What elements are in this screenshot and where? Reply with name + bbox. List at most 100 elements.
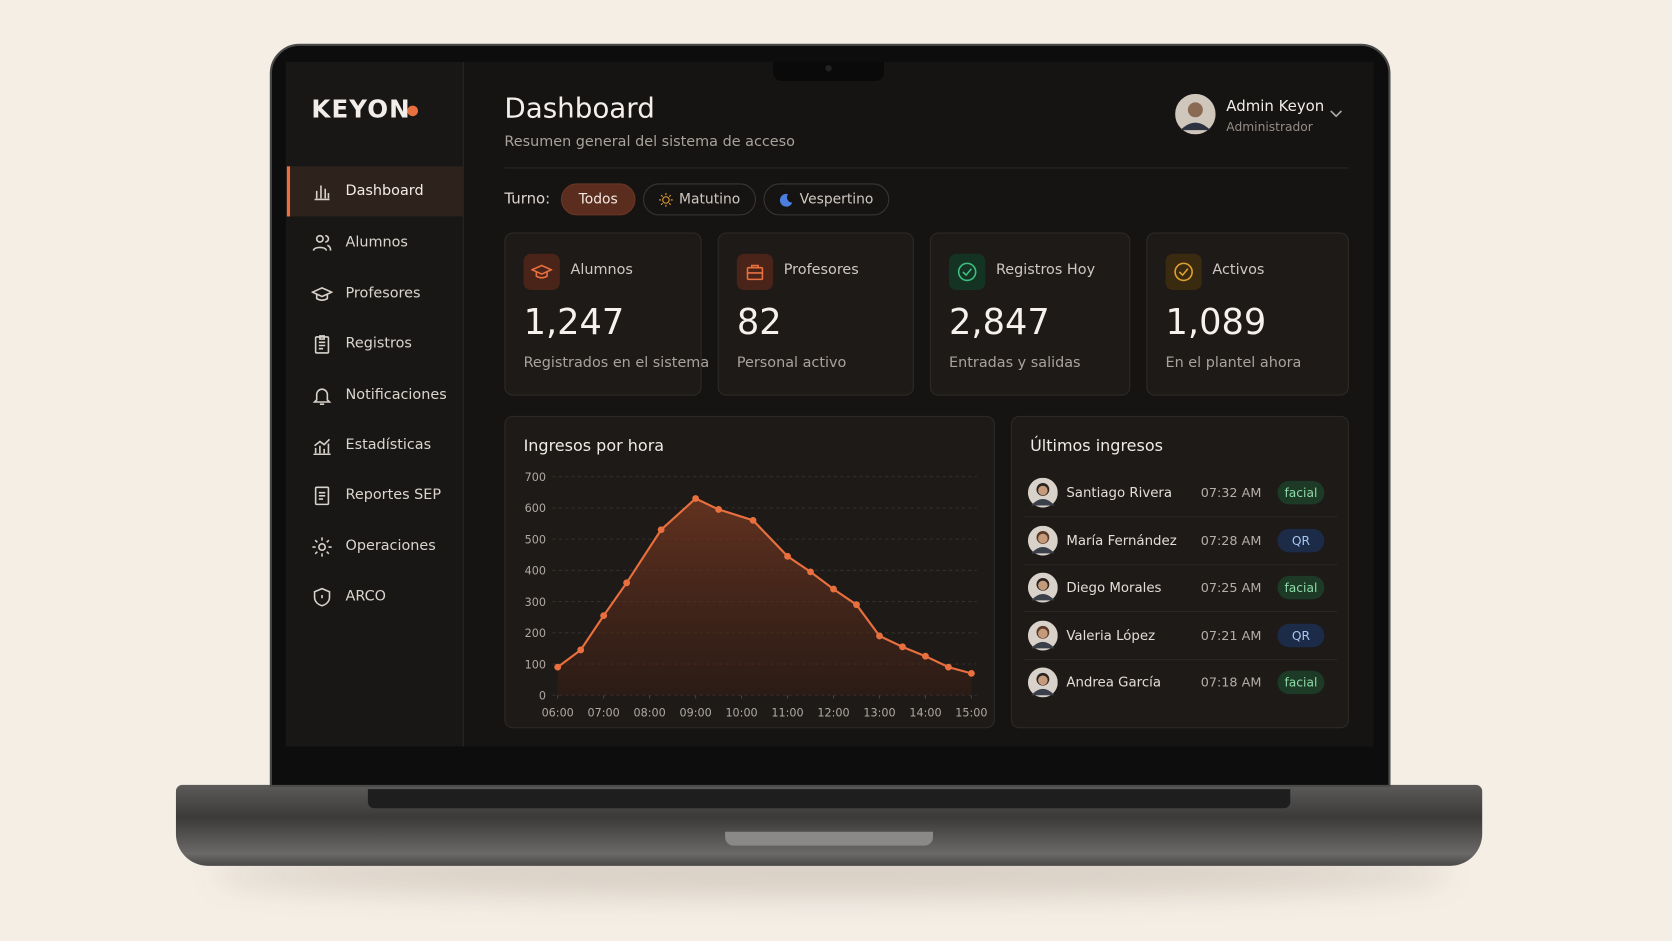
menu-active-bar [286,166,291,217]
user-name[interactable]: Admin Keyon [1226,98,1325,116]
menu-item[interactable]: Notificaciones [345,386,447,404]
row-avatar [1027,525,1058,560]
divider [504,167,1349,169]
row-divider [1023,658,1338,661]
stat-value: 82 [736,300,782,343]
point [945,663,952,671]
badge-text: facial [1284,485,1318,501]
x-tick-label: 15:00 [955,707,987,720]
point [577,646,585,654]
user-avatar[interactable] [1175,93,1216,135]
menu-item[interactable]: Alumnos [345,233,408,251]
point [692,495,700,502]
chart-title: Ingresos por hora [523,436,665,456]
menu-item[interactable]: Registros [345,334,412,352]
y-tick-label: 500 [525,533,546,546]
stat-label: Profesores [783,261,859,279]
row-badge: QR [1277,528,1325,553]
camera-notch [773,61,884,82]
menu-item[interactable]: Operaciones [345,537,436,555]
menu-icon [311,485,332,511]
menu-item[interactable]: Reportes SEP [345,486,442,504]
point [968,669,975,677]
stat-icon [523,253,560,291]
x-tick-label: 12:00 [817,707,849,720]
recent-title: Últimos ingresos [1030,436,1163,456]
x-tick-label: 11:00 [771,707,803,720]
y-tick-label: 300 [525,596,546,609]
row-divider [1023,516,1338,518]
point [784,552,791,560]
point [623,579,631,587]
moon-icon [779,193,793,207]
y-tick-label: 700 [525,471,546,484]
point [807,568,814,576]
stat-icon [949,253,986,291]
menu-item[interactable]: ARCO [345,587,387,605]
avatar [1027,572,1058,603]
row-time: 07:28 AM [1200,533,1262,549]
user-chevron[interactable] [1330,110,1343,119]
point [899,643,906,651]
filter-text: Matutino [679,191,741,208]
icon [314,335,330,354]
x-tick-label: 08:00 [634,707,666,720]
row-time: 07:21 AM [1200,628,1262,643]
x-tick-label: 07:00 [588,707,620,720]
row-name[interactable]: María Fernández [1066,532,1177,549]
menu-item[interactable]: Estadísticas [345,436,432,454]
x-tick-label: 10:00 [725,707,757,720]
icon [312,537,332,557]
menu-item[interactable]: Profesores [345,284,421,302]
filter-pill[interactable]: Todos [560,183,636,216]
menu-icon [311,334,332,360]
stat-note: Entradas y salidas [949,354,1081,372]
filter-pill[interactable]: Vespertino [763,183,890,216]
row-badge: facial [1277,480,1325,505]
avatar [1027,620,1058,651]
icon [314,185,330,201]
icon [310,287,334,301]
filter-text: Vespertino [799,191,874,208]
icon [957,262,977,282]
menu-item[interactable]: Dashboard [345,182,424,200]
row-avatar [1027,667,1058,702]
menu-icon [311,586,332,612]
row-badge: QR [1277,623,1325,648]
stat-label: Alumnos [570,261,633,279]
avatar [1027,477,1058,508]
stat-label: Registros Hoy [995,261,1096,279]
badge-text: QR [1291,628,1311,643]
page-title: Dashboard [504,92,655,125]
row-badge: facial [1277,670,1325,695]
row-avatar [1027,572,1058,607]
point [715,506,723,513]
row-name[interactable]: Diego Morales [1066,579,1162,596]
icon [531,264,553,279]
y-tick-label: 0 [539,690,546,703]
page-subtitle: Resumen general del sistema de acceso [504,133,795,151]
filter-text: Todos [578,191,618,208]
point [876,632,883,640]
y-tick-label: 100 [525,658,546,671]
base-notch [725,831,934,846]
filter-pill[interactable]: Matutino [642,183,757,216]
menu-icon [311,232,332,258]
stat-value: 1,089 [1165,300,1267,343]
badge-text: QR [1291,533,1311,549]
stat-label: Activos [1212,261,1265,279]
sun-icon [658,192,673,207]
row-name[interactable]: Valeria López [1066,627,1156,643]
icon [314,486,330,506]
row-time: 07:25 AM [1200,580,1262,596]
row-time: 07:32 AM [1200,485,1262,501]
filter-label: Turno: [504,190,551,208]
row-name[interactable]: Santiago Rivera [1066,484,1173,501]
keyboard-edge [367,789,1291,809]
row-badge: facial [1277,575,1325,600]
x-tick-label: 06:00 [542,707,574,720]
badge-text: facial [1284,674,1318,690]
point [830,585,837,593]
icon [312,234,332,251]
row-name[interactable]: Andrea García [1066,673,1162,690]
